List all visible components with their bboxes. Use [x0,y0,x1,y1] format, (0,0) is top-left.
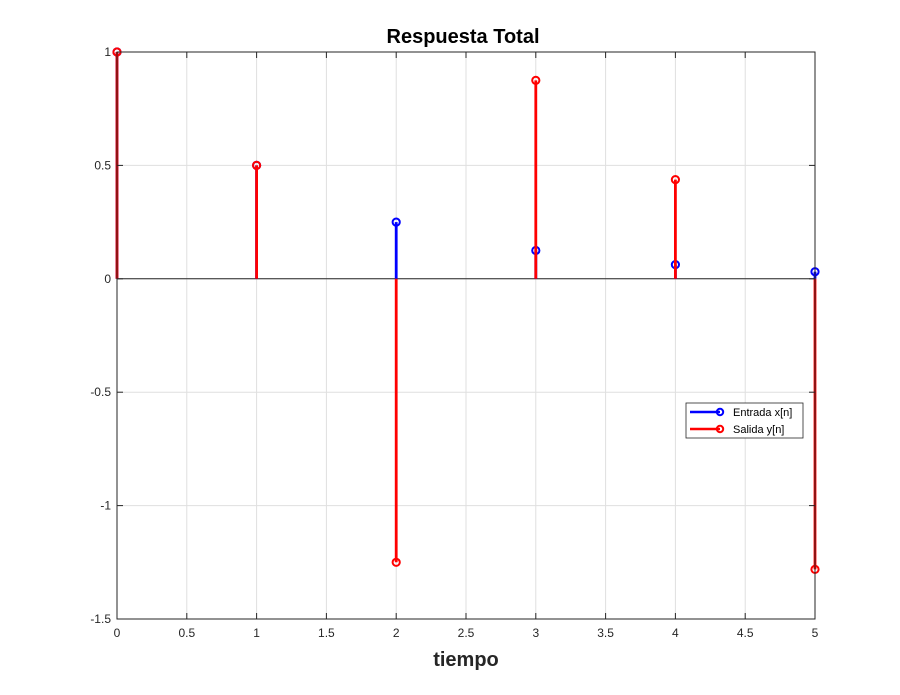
x-tick-label: 3.5 [597,626,614,640]
x-tick-label: 2.5 [458,626,475,640]
stem-marker [531,75,541,85]
x-tick-label: 4 [672,626,679,640]
legend-box [685,402,804,439]
stem-marker [391,217,401,227]
legend-label-entrada: Entrada x[n] [733,407,792,419]
x-tick-label: 1.5 [318,626,335,640]
y-tick-label: -0.5 [90,385,111,399]
legend: Entrada x[n] Salida y[n] [685,402,804,439]
stem-marker [252,160,262,170]
y-tick-label: -1.5 [90,612,111,626]
x-axis-label: tiempo [433,649,499,671]
x-tick-label: 0.5 [178,626,195,640]
x-tick-label: 5 [812,626,819,640]
legend-label-salida: Salida y[n] [733,424,784,436]
stem-marker [670,174,681,185]
y-tick-label: -1 [100,499,111,513]
y-tick-label: 1 [104,45,111,59]
x-tick-labels: 0 0.5 1 1.5 2 2.5 3 3.5 4 4.5 5 [114,626,819,640]
chart-title: Respuesta Total [387,26,540,48]
x-tick-label: 1 [253,626,260,640]
legend-marker-entrada [715,407,725,417]
tick-marks [116,51,816,620]
y-tick-labels: -1.5 -1 -0.5 0 0.5 1 [90,45,111,626]
y-tick-label: 0 [104,272,111,286]
x-tick-label: 0 [114,626,121,640]
legend-marker-salida [715,424,725,434]
x-tick-label: 2 [393,626,400,640]
stem-marker [391,557,401,567]
x-tick-label: 3 [532,626,539,640]
x-tick-label: 4.5 [737,626,754,640]
y-tick-label: 0.5 [94,158,111,172]
